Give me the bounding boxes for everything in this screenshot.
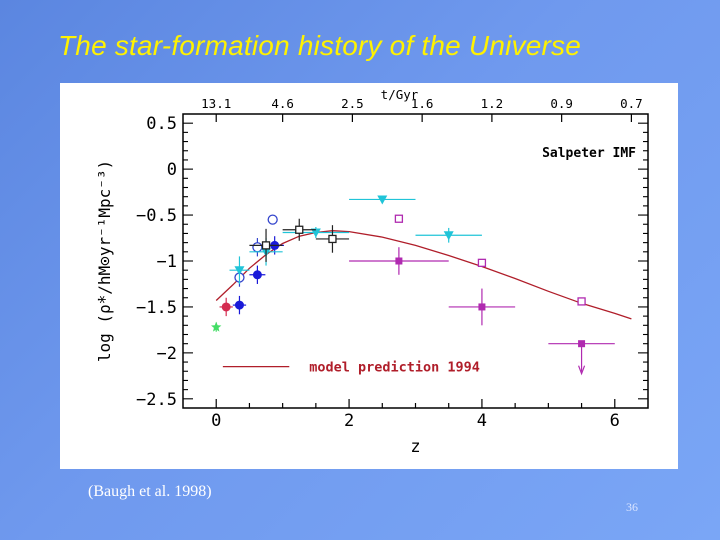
x-tick-label: 6 <box>610 411 620 431</box>
data-point <box>267 214 278 225</box>
y-axis-label: log (ρ̇*/hM⊙yr⁻¹Mpc⁻³) <box>95 160 114 362</box>
top-tick-label: 13.1 <box>201 96 231 111</box>
data-point <box>211 321 222 332</box>
marker-open-square <box>394 214 404 223</box>
x-tick-label: 4 <box>477 411 487 431</box>
top-tick-label: 0.9 <box>550 96 573 111</box>
top-axis-label: t/Gyr <box>381 87 419 102</box>
slide-title: The star-formation history of the Univer… <box>58 30 581 61</box>
data-point <box>415 227 482 243</box>
top-tick-label: 2.5 <box>341 96 364 111</box>
y-tick-label: 0 <box>167 160 177 180</box>
data-point <box>229 256 250 284</box>
marker-filled-square <box>478 303 486 311</box>
marker-open-square <box>477 258 487 267</box>
y-tick-label: −2 <box>157 344 177 364</box>
data-point <box>232 295 247 315</box>
y-tick-label: −2.5 <box>136 390 177 410</box>
marker-filled-circle <box>234 300 244 310</box>
y-tick-label: −1 <box>157 252 177 272</box>
slide-number: 36 <box>626 500 638 514</box>
plot-panel: 0 2 4 6 0.5 0 −0.5 −1 −1.5 −2 −2.5 13.1 4.6 2.5 1.6 1.2… <box>60 83 678 469</box>
marker-filled-square <box>578 340 586 348</box>
marker-triangle <box>310 228 321 238</box>
data-point <box>249 228 283 262</box>
star-formation-chart: 0 2 4 6 0.5 0 −0.5 −1 −1.5 −2 −2.5 13.1 4.6 2.5 1.6 1.2… <box>95 87 649 457</box>
marker-filled-circle <box>252 270 262 280</box>
top-tick-label: 4.6 <box>271 96 294 111</box>
marker-star <box>211 321 222 332</box>
x-tick-label: 2 <box>344 411 354 431</box>
data-point <box>477 258 487 267</box>
data-point <box>548 340 615 376</box>
marker-open-square <box>261 241 271 250</box>
y-tick-label: −1.5 <box>136 298 177 318</box>
marker-open-square <box>295 225 304 234</box>
data-point <box>577 297 586 306</box>
annotation-salpeter-imf: Salpeter IMF <box>542 146 636 161</box>
marker-filled-square <box>395 257 403 265</box>
data-point <box>349 195 416 205</box>
top-tick-label: 1.2 <box>481 96 504 111</box>
marker-open-circle <box>267 214 278 225</box>
upper-limit-arrowhead <box>578 365 586 376</box>
data-point <box>219 297 233 317</box>
marker-triangle <box>234 266 245 276</box>
data-point <box>249 265 266 284</box>
x-tick-label: 0 <box>211 411 221 431</box>
y-tick-label: −0.5 <box>136 206 177 226</box>
y-tick-label: 0.5 <box>146 114 177 134</box>
marker-triangle <box>443 231 454 241</box>
marker-triangle <box>377 195 388 205</box>
data-point <box>282 227 350 239</box>
data-point <box>394 214 404 223</box>
legend-label: model prediction 1994 <box>309 360 480 376</box>
data-point <box>252 238 263 257</box>
x-axis-label: z <box>410 437 420 457</box>
top-tick-label: 0.7 <box>620 96 643 111</box>
marker-filled-circle <box>221 302 231 312</box>
data-point <box>349 247 449 275</box>
model-curve <box>215 230 632 320</box>
citation: (Baugh et al. 1998) <box>88 483 212 500</box>
marker-open-square <box>577 297 586 306</box>
data-point <box>282 218 316 241</box>
marker-open-circle <box>252 242 263 253</box>
data-point <box>315 225 350 253</box>
top-tick-label: 1.6 <box>411 96 434 111</box>
marker-open-square <box>328 234 337 244</box>
data-point <box>448 288 516 326</box>
